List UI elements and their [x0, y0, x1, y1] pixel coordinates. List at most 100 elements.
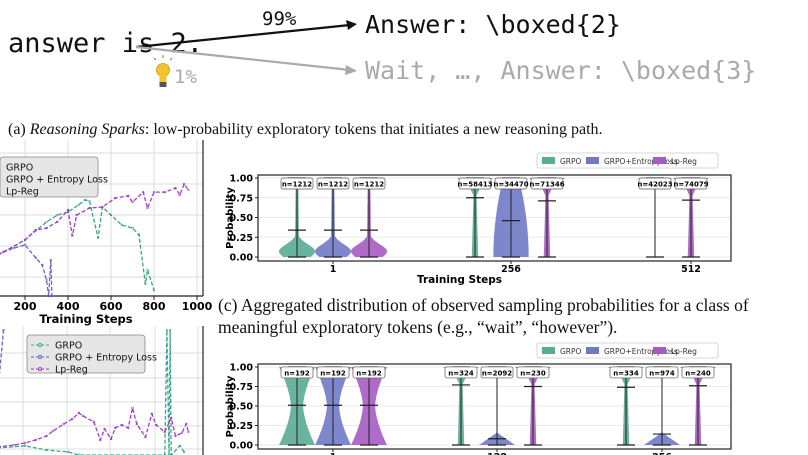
data-point [182, 182, 186, 186]
violin-entropy: n=34470 [493, 177, 529, 258]
high-prob-label: 99% [262, 8, 297, 30]
data-point [182, 450, 186, 454]
x-tick-label: 128 [487, 452, 507, 455]
data-point [23, 441, 27, 445]
legend-swatch-grpo [542, 347, 555, 354]
violin-lpreg: n=240 [680, 366, 716, 446]
data-point [131, 200, 134, 204]
violin-lpreg: n=74079 [673, 177, 709, 258]
data-point [174, 186, 177, 190]
lightbulb-icon [153, 55, 173, 87]
n-label-box [638, 177, 672, 190]
data-point [77, 203, 80, 207]
data-point [170, 453, 173, 455]
legend-box [26, 334, 146, 374]
data-point [170, 416, 173, 420]
data-point [23, 238, 27, 242]
n-label-box [645, 366, 679, 379]
legend-label: Lp-Reg [671, 157, 697, 166]
y-tick-label: 0.75 [230, 382, 253, 393]
violin-lpreg: n=230 [515, 366, 551, 446]
x-tick-label: 200 [14, 300, 37, 313]
n-label: n=1212 [318, 181, 348, 189]
data-point [49, 258, 52, 262]
x-axis-label: Training Steps [39, 312, 132, 326]
data-point [150, 412, 154, 416]
high-branch-text: Answer: \boxed{2} [365, 10, 621, 39]
data-point [103, 427, 106, 431]
low-branch-text: Wait, …, Answer: \boxed{3} [365, 56, 757, 85]
series-line-entropy_line [0, 330, 5, 376]
caption-a-label: (a) [8, 121, 30, 138]
data-point [34, 228, 37, 232]
violin-chart-panel-b: 0.00 0.25 0.50 0.75 1.00 Probability n=1212 n=1… [225, 152, 732, 286]
plot-border [257, 363, 732, 450]
n-label-box [352, 366, 386, 379]
branch-arrows [135, 20, 357, 87]
n-label: n=42023 [637, 181, 672, 189]
n-label-box [352, 177, 386, 190]
data-point [180, 431, 184, 435]
legend-swatch-grpo [542, 157, 555, 164]
data-point [83, 198, 87, 202]
n-label: n=192 [356, 369, 382, 377]
legend-label: GRPO [560, 157, 582, 166]
series-line-entropy_line [0, 244, 53, 297]
legend-label: GRPO + Entropy Loss [55, 353, 157, 364]
legend-swatch-entropy [586, 157, 599, 164]
n-label: n=2092 [482, 369, 512, 377]
data-point [77, 411, 80, 415]
n-label-box [681, 366, 715, 379]
y-tick-label: 0.50 [230, 402, 254, 413]
x-tick-label: 1000 [182, 300, 213, 313]
x-axis-label: Training Steps [417, 274, 502, 286]
series-line-grpo_line [0, 330, 185, 455]
n-label-box [316, 366, 350, 379]
data-point [142, 190, 145, 194]
data-point [45, 226, 48, 230]
y-tick-label: 0.25 [230, 421, 253, 432]
y-axis-label: Probability [225, 375, 236, 437]
n-label: n=192 [284, 369, 310, 377]
data-point [2, 329, 5, 332]
data-point [185, 422, 188, 426]
data-point [152, 190, 156, 194]
data-point [144, 435, 147, 439]
x-tick-label: 256 [501, 264, 521, 275]
legend-label: GRPO+Entropy loss [604, 157, 678, 166]
n-label: n=34470 [493, 181, 528, 189]
data-point [187, 430, 190, 434]
y-tick-label: 0.00 [230, 441, 254, 452]
data-point [34, 256, 37, 260]
data-point [77, 453, 80, 455]
data-point [66, 208, 70, 212]
data-point [126, 194, 130, 198]
n-label: n=974 [649, 369, 675, 377]
violin-grpo: n=58413 [457, 177, 493, 258]
data-point [47, 294, 50, 298]
data-point [66, 450, 70, 454]
legend-box [536, 342, 719, 359]
data-point [101, 205, 104, 209]
data-point [178, 193, 182, 197]
y-axis-label: Probability [225, 187, 236, 249]
legend-label: GRPO + Entropy Loss [6, 175, 108, 186]
n-label-box [458, 177, 492, 190]
violin-entropy: n=192 [315, 366, 351, 446]
series-line-grpo_line [0, 199, 155, 291]
x-tick-label: 512 [681, 264, 701, 275]
data-point [56, 213, 59, 217]
data-point [168, 329, 172, 332]
n-label-box [494, 177, 528, 190]
legend-label: GRPO [560, 347, 582, 356]
data-point [165, 329, 169, 332]
violin-grpo: n=334 [608, 366, 644, 446]
plot-border [257, 174, 732, 262]
n-label: n=230 [520, 369, 546, 377]
violin-entropy: n=2092 [479, 366, 515, 446]
violin-lpreg: n=192 [351, 366, 387, 446]
data-point [45, 448, 48, 452]
